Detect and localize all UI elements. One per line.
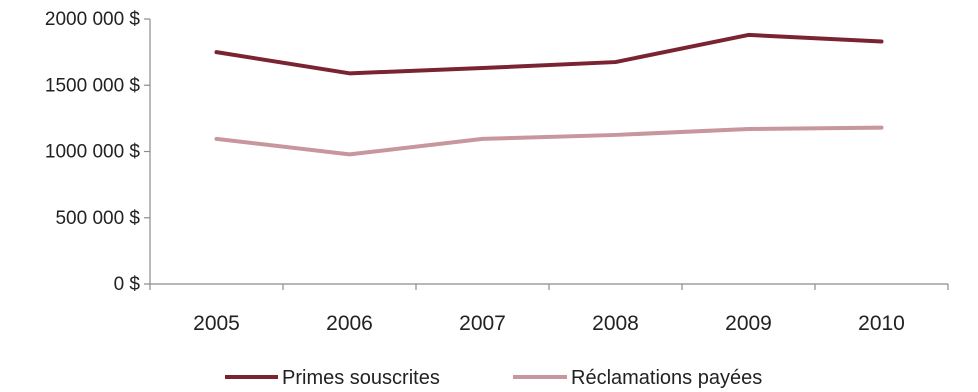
x-tick-label: 2006 [326,312,373,335]
legend: Primes souscrites Réclamations payées [225,367,762,389]
legend-item: Primes souscrites [225,367,440,389]
y-tick-label: 0 $ [114,274,141,295]
legend-label: Primes souscrites [282,367,440,389]
y-tick-label: 1000 000 $ [45,142,141,163]
x-tick-label: 2009 [725,312,772,335]
y-tick-label: 1500 000 $ [45,75,141,96]
legend-label: Réclamations payées [571,367,762,389]
axes [144,18,949,290]
x-tick-label: 2010 [858,312,905,335]
y-axis-labels: 0 $ 500 000 $ 1000 000 $ 1500 000 $ 2000 000… [45,9,141,295]
legend-item: Réclamations payées [513,367,762,389]
series-lines [214,32,884,157]
x-axis-labels: 2005 2006 2007 2008 2009 2010 [193,312,905,335]
x-tick-label: 2008 [592,312,639,335]
y-tick-label: 500 000 $ [55,208,140,229]
series-line-1 [214,32,884,76]
x-tick-label: 2005 [193,312,240,335]
x-tick-label: 2007 [459,312,506,335]
series-line-2 [214,125,884,157]
y-tick-label: 2000 000 $ [45,9,141,30]
